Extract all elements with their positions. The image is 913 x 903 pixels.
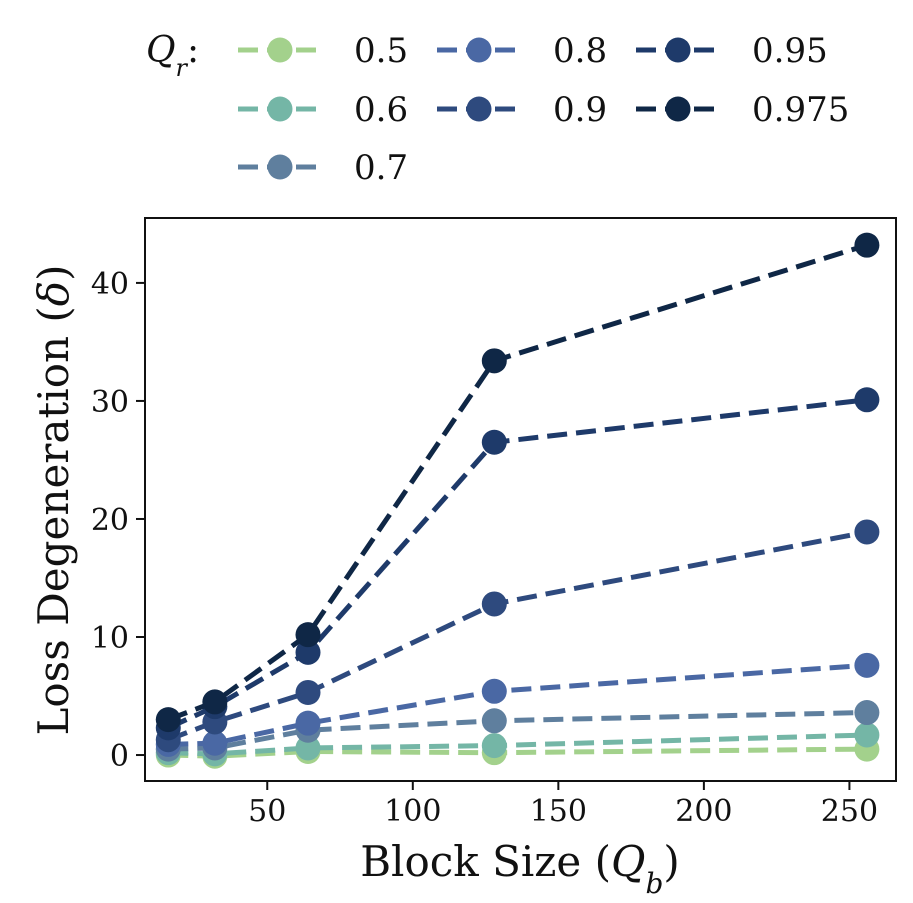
legend-entry-0_9: 0.9 <box>437 90 607 130</box>
legend-entry-0_8: 0.8 <box>437 31 607 71</box>
data-point <box>481 348 507 374</box>
data-point <box>481 429 507 455</box>
data-point <box>155 707 181 733</box>
series-line <box>168 732 867 757</box>
x-axis-label-symbol: Q <box>611 837 645 886</box>
legend-label: 0.5 <box>354 31 408 71</box>
data-point <box>481 678 507 704</box>
legend-entry-0_6: 0.6 <box>238 90 408 130</box>
data-point <box>295 710 321 736</box>
data-point <box>295 679 321 705</box>
x-axis-ticks: 50 100 150 200 250 <box>248 781 878 829</box>
legend-label: 0.7 <box>354 148 408 188</box>
x-tick-label: 200 <box>675 794 732 829</box>
legend-marker <box>267 154 293 180</box>
y-axis-label-open: ( <box>29 306 78 336</box>
y-tick-label: 40 <box>91 267 129 302</box>
legend-title-symbol: Q <box>146 30 176 71</box>
legend-entry-0_975: 0.975 <box>636 90 849 130</box>
legend-entry-0_7: 0.7 <box>238 148 408 188</box>
series-0_975 <box>155 232 880 733</box>
data-point <box>202 730 228 756</box>
series-line <box>168 662 868 747</box>
data-point <box>481 733 507 759</box>
data-point <box>854 700 880 726</box>
series-0_6 <box>155 722 880 767</box>
x-tick-label: 50 <box>248 794 286 829</box>
data-point <box>854 519 880 545</box>
y-axis-label-text: Loss Degeneration <box>29 336 78 736</box>
data-point <box>202 689 228 715</box>
series-layer <box>155 232 880 769</box>
x-tick-label: 100 <box>384 794 441 829</box>
series-0_8 <box>155 652 880 757</box>
y-axis-label-close: ) <box>29 264 78 280</box>
legend-marker <box>267 96 293 122</box>
legend-title: Qr: <box>146 30 199 82</box>
legend-entry-0_5: 0.5 <box>238 31 408 71</box>
series-line <box>167 242 868 722</box>
legend-entry-0_95: 0.95 <box>636 31 828 71</box>
y-tick-label: 10 <box>91 621 129 656</box>
legend-title-subscript: r <box>176 54 189 82</box>
legend-marker <box>466 96 492 122</box>
legend-marker <box>665 37 691 63</box>
x-axis-label-open: ( <box>581 837 611 886</box>
y-tick-label: 20 <box>91 503 129 538</box>
legend-marker <box>267 37 293 63</box>
legend-label: 0.9 <box>553 90 607 130</box>
data-point <box>854 722 880 748</box>
data-point <box>295 622 321 648</box>
legend-label: 0.975 <box>752 90 849 130</box>
legend-label: 0.8 <box>553 31 607 71</box>
data-point <box>854 387 880 413</box>
series-line <box>167 397 868 731</box>
series-line <box>167 529 868 743</box>
data-point <box>481 708 507 734</box>
legend-label: 0.95 <box>752 31 828 71</box>
series-0_9 <box>155 519 880 753</box>
legend-marker <box>665 96 691 122</box>
y-axis-ticks: 0 10 20 30 40 <box>91 267 145 774</box>
data-point <box>854 652 880 678</box>
x-axis-label: Block Size (Qb) <box>360 837 680 900</box>
y-axis-label: Loss Degeneration (δ) <box>29 264 78 735</box>
x-tick-label: 150 <box>530 794 587 829</box>
data-point <box>854 232 880 258</box>
plot-area <box>144 217 897 782</box>
legend-title-suffix: : <box>187 30 199 71</box>
series-line <box>168 710 867 752</box>
x-axis-label-subscript: b <box>645 867 663 900</box>
legend-label: 0.6 <box>354 90 408 130</box>
x-axis-label-close: ) <box>663 837 679 886</box>
data-point <box>481 591 507 617</box>
legend: Qr: 0.5 0.6 0.7 0.8 0.9 0.95 0.975 <box>146 30 849 188</box>
y-tick-label: 30 <box>91 385 129 420</box>
y-axis-label-symbol: δ <box>29 281 78 306</box>
y-tick-label: 0 <box>110 739 129 774</box>
x-tick-label: 250 <box>821 794 878 829</box>
legend-marker <box>466 37 492 63</box>
data-point <box>295 639 321 665</box>
data-point <box>295 735 321 761</box>
x-axis-label-text: Block Size <box>360 837 581 886</box>
